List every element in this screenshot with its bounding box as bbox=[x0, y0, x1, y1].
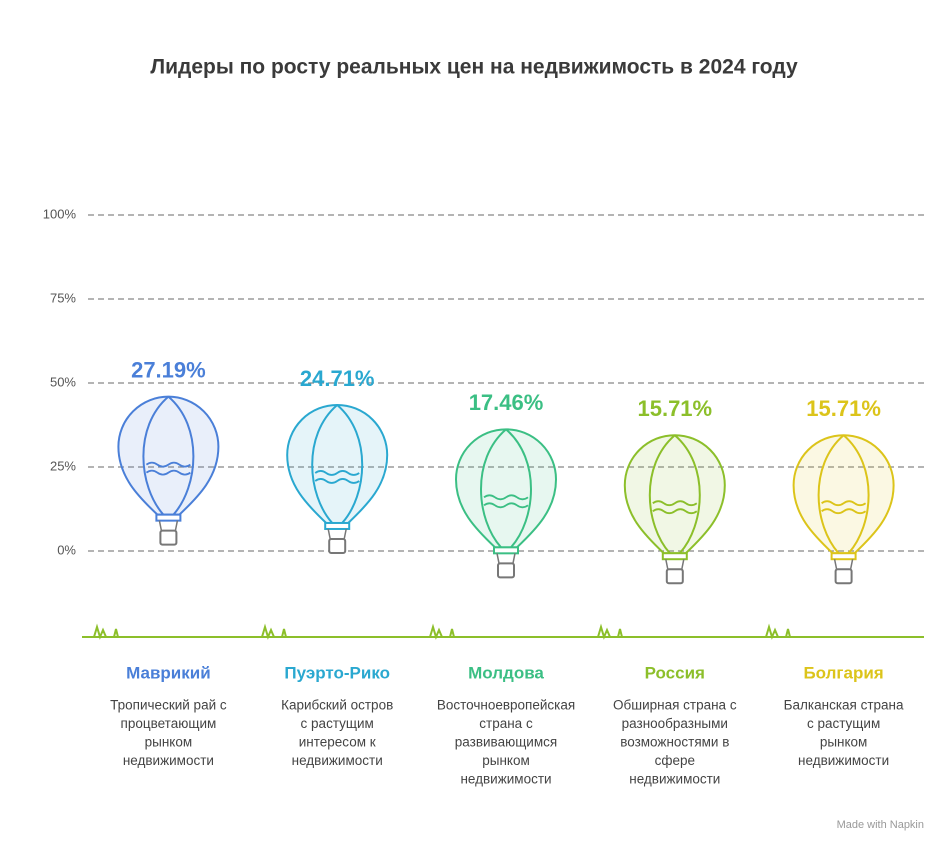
y-tick-label: 100% bbox=[43, 206, 77, 221]
category-label: Пуэрто-Рико bbox=[284, 663, 390, 682]
chart-title: Лидеры по росту реальных цен на недвижим… bbox=[150, 56, 798, 79]
category-label: Болгария bbox=[803, 663, 883, 682]
y-tick-label: 25% bbox=[50, 458, 76, 473]
description: недвижимости bbox=[123, 753, 214, 768]
description: разнообразными bbox=[622, 716, 728, 731]
balloon-seams bbox=[142, 395, 195, 516]
description: рынком bbox=[145, 735, 193, 750]
balloon-ropes bbox=[327, 528, 347, 540]
balloon-ropes bbox=[496, 553, 516, 564]
balloon-basket bbox=[497, 562, 515, 579]
balloon-seams bbox=[648, 434, 701, 554]
balloon-icon bbox=[652, 500, 698, 515]
value-label: 27.19% bbox=[131, 357, 206, 382]
balloon-envelope bbox=[792, 434, 895, 555]
balloon bbox=[792, 434, 895, 585]
category-label: Маврикий bbox=[126, 663, 211, 682]
balloon-seams bbox=[480, 428, 532, 548]
description: процветающим bbox=[121, 716, 217, 731]
description: развивающимся bbox=[455, 735, 557, 750]
description: недвижимости bbox=[460, 772, 551, 787]
y-tick-label: 0% bbox=[57, 542, 76, 557]
category-label: Молдова bbox=[468, 663, 544, 682]
value-label: 24.71% bbox=[300, 366, 375, 391]
description: интересом к bbox=[299, 735, 376, 750]
balloon-neck bbox=[493, 546, 519, 555]
description: Обширная страна с bbox=[613, 698, 737, 713]
balloon-envelope bbox=[623, 434, 726, 555]
balloon-icon bbox=[314, 470, 360, 484]
y-tick-label: 50% bbox=[50, 374, 76, 389]
ground bbox=[82, 623, 924, 640]
footer: Made with Napkin bbox=[837, 819, 924, 831]
balloon-basket bbox=[665, 568, 684, 585]
value-label: 15.71% bbox=[637, 396, 712, 421]
balloon-neck bbox=[324, 521, 351, 530]
balloon-basket bbox=[834, 568, 853, 585]
value-label: 15.71% bbox=[806, 396, 881, 421]
description: Балканская страна bbox=[784, 698, 904, 713]
description: с растущим bbox=[807, 716, 880, 731]
balloon-basket bbox=[159, 529, 178, 546]
balloon bbox=[623, 434, 726, 585]
description: недвижимости bbox=[798, 753, 889, 768]
balloon-icon bbox=[821, 500, 867, 515]
description: рынком bbox=[820, 735, 868, 750]
balloon-neck bbox=[661, 552, 688, 561]
balloon-ropes bbox=[158, 520, 179, 531]
description: страна с bbox=[479, 716, 533, 731]
balloon-basket bbox=[328, 537, 347, 554]
category-label: Россия bbox=[645, 663, 705, 682]
balloon bbox=[454, 428, 558, 579]
y-tick-label: 75% bbox=[50, 290, 76, 305]
description: недвижимости bbox=[292, 753, 383, 768]
balloon-seams bbox=[817, 434, 870, 554]
balloon-envelope bbox=[454, 428, 558, 549]
balloon-icon bbox=[145, 461, 191, 476]
balloon-ropes bbox=[665, 559, 685, 570]
balloon-envelope bbox=[117, 395, 220, 516]
value-label: 17.46% bbox=[469, 390, 544, 415]
balloon-envelope bbox=[286, 404, 389, 524]
description: Восточноевропейская bbox=[437, 698, 575, 713]
balloon-seams bbox=[311, 404, 364, 524]
description: Карибский остров bbox=[281, 698, 393, 713]
balloon-neck bbox=[830, 552, 857, 561]
description: сфере bbox=[655, 753, 695, 768]
balloon-icon bbox=[483, 494, 529, 509]
description: возможностями в bbox=[620, 735, 729, 750]
description: Тропический рай с bbox=[110, 698, 227, 713]
balloon-ropes bbox=[833, 559, 854, 570]
balloon bbox=[286, 404, 389, 554]
description: с растущим bbox=[301, 716, 374, 731]
balloon bbox=[117, 395, 220, 546]
description: недвижимости bbox=[629, 772, 720, 787]
balloon-neck bbox=[155, 513, 182, 522]
description: рынком bbox=[482, 753, 530, 768]
